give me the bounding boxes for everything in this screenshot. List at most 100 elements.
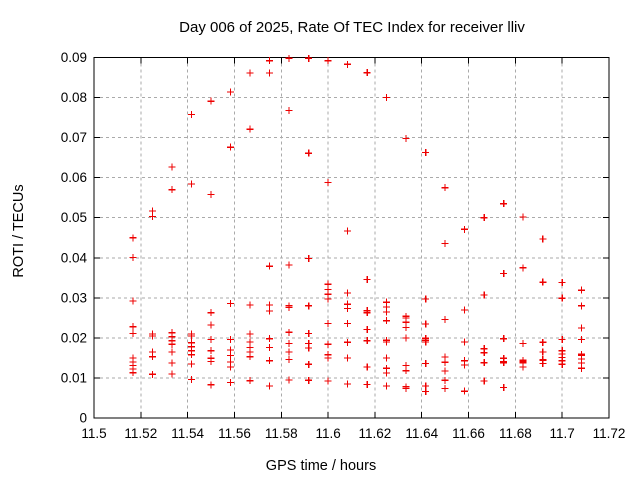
- data-point-marker: [383, 382, 391, 390]
- data-point-marker: [305, 360, 313, 368]
- data-point-marker: [578, 364, 586, 372]
- data-point-marker: [266, 382, 274, 390]
- y-tick-label: 0.01: [61, 370, 87, 385]
- data-point-marker: [324, 295, 332, 303]
- data-point-marker: [305, 149, 313, 157]
- y-tick-label: 0.03: [61, 290, 87, 305]
- x-tick-label: 11.72: [593, 426, 626, 441]
- data-point-marker: [168, 370, 176, 378]
- data-point-marker: [402, 334, 410, 342]
- data-point-marker: [226, 352, 234, 360]
- data-point-marker: [422, 148, 430, 156]
- data-point-marker: [188, 360, 196, 368]
- data-point-marker: [324, 354, 332, 362]
- data-point-marker: [480, 377, 488, 385]
- data-point-marker: [578, 286, 586, 294]
- y-tick-label: 0.07: [61, 130, 87, 145]
- data-point-marker: [480, 214, 488, 222]
- data-point-marker: [168, 163, 176, 171]
- data-point-marker: [207, 347, 215, 355]
- data-point-marker: [519, 213, 527, 221]
- data-point-marker: [305, 255, 313, 263]
- data-point-marker: [285, 106, 293, 114]
- data-point-marker: [441, 358, 449, 366]
- x-tick-label: 11.7: [550, 426, 575, 441]
- data-point-marker: [402, 384, 410, 392]
- data-point-marker: [149, 213, 157, 221]
- y-tick-label: 0.02: [61, 330, 87, 345]
- data-point-marker: [578, 302, 586, 310]
- data-point-marker: [285, 348, 293, 356]
- data-point-marker: [480, 359, 488, 367]
- data-point-marker: [558, 335, 566, 343]
- data-point-marker: [344, 305, 352, 313]
- data-point-marker: [558, 279, 566, 287]
- data-points-layer: [129, 54, 586, 396]
- data-point-marker: [402, 323, 410, 331]
- data-point-marker: [266, 69, 274, 77]
- data-point-marker: [129, 234, 137, 242]
- data-point-marker: [149, 370, 157, 378]
- data-point-marker: [578, 324, 586, 332]
- data-point-marker: [285, 54, 293, 62]
- data-point-marker: [207, 309, 215, 317]
- data-point-marker: [207, 358, 215, 366]
- data-point-marker: [324, 377, 332, 385]
- data-point-marker: [363, 363, 371, 371]
- data-point-marker: [558, 294, 566, 302]
- data-point-marker: [539, 338, 547, 346]
- data-point-marker: [363, 337, 371, 345]
- data-point-marker: [168, 340, 176, 348]
- data-point-marker: [344, 319, 352, 327]
- y-axis-label: ROTI / TECUs: [11, 184, 27, 277]
- x-tick-label: 11.52: [124, 426, 157, 441]
- x-tick-label: 11.6: [315, 426, 340, 441]
- y-tick-label: 0.06: [61, 170, 87, 185]
- data-point-marker: [305, 302, 313, 310]
- data-point-marker: [266, 357, 274, 365]
- data-point-marker: [422, 338, 430, 346]
- data-point-marker: [207, 321, 215, 329]
- y-tick-label: 0: [79, 411, 87, 426]
- data-point-marker: [246, 301, 254, 309]
- data-point-marker: [324, 57, 332, 65]
- data-point-marker: [285, 261, 293, 269]
- data-point-marker: [188, 110, 196, 118]
- data-point-marker: [207, 97, 215, 105]
- grid-layer: [94, 57, 609, 418]
- data-point-marker: [422, 388, 430, 396]
- data-point-marker: [363, 309, 371, 317]
- data-point-marker: [226, 143, 234, 151]
- data-point-marker: [363, 69, 371, 77]
- data-point-marker: [363, 275, 371, 283]
- data-point-marker: [188, 376, 196, 384]
- data-point-marker: [344, 289, 352, 297]
- data-point-marker: [344, 60, 352, 68]
- data-point-marker: [246, 330, 254, 338]
- data-point-marker: [149, 353, 157, 361]
- data-point-marker: [226, 363, 234, 371]
- axis-layer: [93, 57, 610, 419]
- data-point-marker: [188, 351, 196, 359]
- data-point-marker: [461, 306, 469, 314]
- data-point-marker: [188, 332, 196, 340]
- data-point-marker: [402, 134, 410, 142]
- data-point-marker: [266, 301, 274, 309]
- data-point-marker: [441, 376, 449, 384]
- data-point-marker: [129, 297, 137, 305]
- data-point-marker: [383, 317, 391, 325]
- x-tick-label: 11.58: [265, 426, 298, 441]
- data-point-marker: [383, 338, 391, 346]
- data-point-marker: [246, 377, 254, 385]
- data-point-marker: [383, 354, 391, 362]
- data-point-marker: [226, 335, 234, 343]
- data-point-marker: [149, 332, 157, 340]
- data-point-marker: [207, 381, 215, 389]
- x-tick-label: 11.54: [171, 426, 204, 441]
- data-point-marker: [285, 328, 293, 336]
- x-tick-label: 11.56: [218, 426, 251, 441]
- data-point-marker: [305, 376, 313, 384]
- data-point-marker: [129, 369, 137, 377]
- data-point-marker: [285, 356, 293, 364]
- data-point-marker: [324, 178, 332, 186]
